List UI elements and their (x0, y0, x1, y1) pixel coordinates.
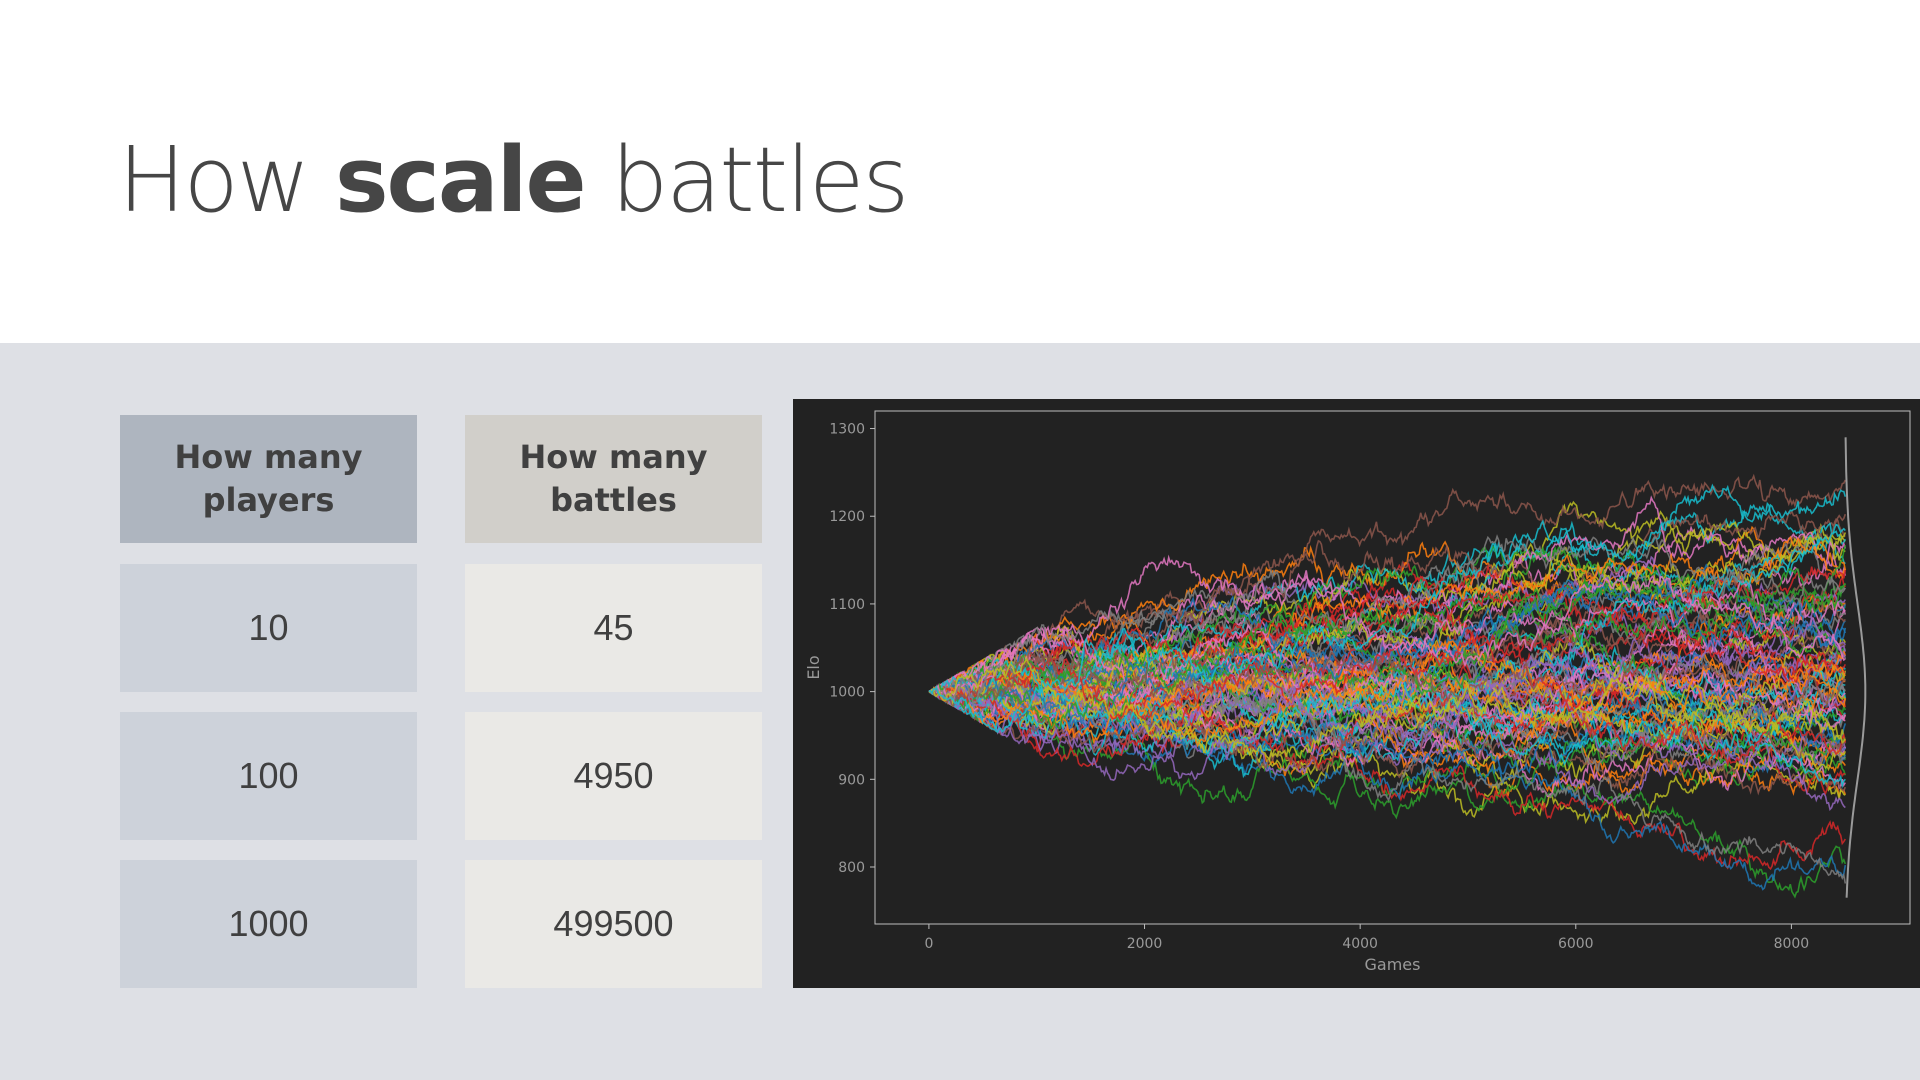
series-line (928, 483, 1847, 734)
x-tick-label: 6000 (1558, 936, 1594, 952)
battles-cell: 45 (465, 564, 762, 692)
x-tick-label: 0 (924, 936, 933, 952)
series-line (928, 646, 1846, 716)
title-word-scale: scale (334, 128, 587, 233)
title-word-battles: battles (611, 128, 909, 233)
y-tick-label: 1200 (829, 509, 865, 525)
players-cell: 100 (120, 712, 417, 840)
y-axis-ticks: 800 900 1000 1100 1200 1300 (829, 422, 875, 876)
x-tick-label: 4000 (1342, 936, 1378, 952)
y-tick-label: 1300 (829, 422, 865, 438)
x-axis-label: Games (1365, 955, 1421, 974)
series-line (928, 670, 1846, 812)
distribution-curve (1844, 437, 1867, 898)
battles-cell: 4950 (465, 712, 762, 840)
players-cell: 1000 (120, 860, 417, 988)
series-line (928, 615, 1847, 782)
elo-chart: 0 2000 4000 6000 8000 800 900 1000 1100 1200 1300… (793, 399, 1920, 988)
battles-cell: 499500 (465, 860, 762, 988)
title-word-how: How (118, 128, 310, 233)
players-cell: 10 (120, 564, 417, 692)
series-line (928, 677, 1847, 884)
series-line (928, 554, 1846, 697)
x-axis-ticks: 0 2000 4000 6000 8000 (924, 924, 1809, 952)
series-line (928, 635, 1846, 748)
x-tick-label: 8000 (1774, 936, 1810, 952)
series-line (928, 681, 1847, 796)
players-header: How many players (120, 415, 417, 543)
series-line (928, 523, 1846, 762)
series-line (928, 566, 1847, 703)
battles-header: How many battles (465, 415, 762, 543)
series-line (928, 658, 1846, 732)
y-tick-label: 1100 (829, 597, 865, 613)
series-line (928, 534, 1846, 707)
series-line (928, 544, 1847, 730)
y-tick-label: 1000 (829, 685, 865, 701)
series-line (928, 674, 1846, 779)
x-tick-label: 2000 (1127, 936, 1163, 952)
elo-chart-svg: 0 2000 4000 6000 8000 800 900 1000 1100 1200 1300… (804, 410, 1911, 974)
slide-title: How scale battles (118, 128, 909, 233)
series-line (928, 630, 1847, 767)
y-tick-label: 900 (838, 772, 865, 788)
y-tick-label: 800 (838, 860, 865, 876)
series-line (928, 656, 1846, 762)
y-axis-label: Elo (804, 655, 823, 679)
series-lines (928, 473, 1847, 899)
series-line (928, 683, 1847, 775)
plot-frame (874, 410, 1911, 925)
